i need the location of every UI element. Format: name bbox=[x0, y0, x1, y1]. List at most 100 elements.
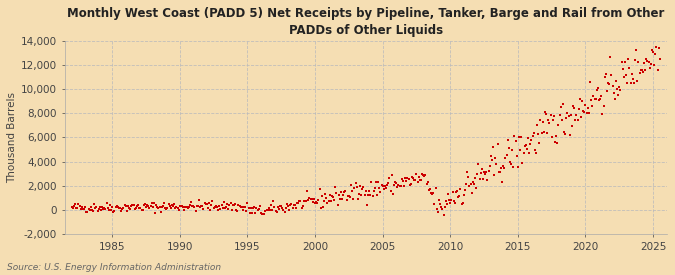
Point bbox=[145, 204, 156, 208]
Point bbox=[310, 201, 321, 205]
Point bbox=[133, 202, 144, 207]
Point bbox=[537, 120, 548, 125]
Point bbox=[317, 204, 328, 209]
Point bbox=[612, 87, 622, 91]
Point bbox=[458, 193, 469, 198]
Point bbox=[649, 63, 659, 68]
Point bbox=[227, 203, 238, 208]
Point bbox=[103, 205, 113, 210]
Point bbox=[153, 205, 164, 210]
Point bbox=[113, 205, 124, 209]
Point bbox=[327, 195, 338, 199]
Point bbox=[342, 193, 353, 198]
Point bbox=[92, 209, 103, 213]
Point bbox=[545, 113, 556, 117]
Point bbox=[157, 205, 167, 210]
Point bbox=[88, 209, 99, 213]
Point bbox=[157, 204, 168, 208]
Point bbox=[300, 199, 311, 203]
Point bbox=[516, 134, 526, 139]
Point bbox=[241, 208, 252, 213]
Point bbox=[534, 141, 545, 145]
Point bbox=[110, 205, 121, 209]
Point bbox=[603, 80, 614, 85]
Point bbox=[551, 133, 562, 138]
Point bbox=[371, 180, 381, 184]
Point bbox=[267, 208, 277, 213]
Point bbox=[323, 199, 334, 204]
Point bbox=[72, 206, 82, 211]
Point bbox=[392, 185, 403, 189]
Point bbox=[192, 204, 203, 208]
Point bbox=[263, 207, 273, 212]
Point bbox=[351, 185, 362, 190]
Point bbox=[341, 197, 352, 202]
Point bbox=[216, 203, 227, 207]
Point bbox=[480, 171, 491, 176]
Point bbox=[400, 176, 410, 180]
Point bbox=[601, 89, 612, 94]
Point bbox=[134, 206, 144, 210]
Point bbox=[76, 204, 87, 209]
Point bbox=[591, 88, 602, 92]
Point bbox=[376, 183, 387, 187]
Point bbox=[74, 204, 85, 208]
Point bbox=[265, 208, 275, 212]
Point bbox=[362, 192, 373, 197]
Point bbox=[154, 204, 165, 209]
Point bbox=[541, 112, 551, 117]
Point bbox=[124, 206, 134, 210]
Point bbox=[260, 209, 271, 213]
Point bbox=[217, 206, 228, 210]
Point bbox=[242, 201, 253, 205]
Point bbox=[533, 131, 543, 136]
Point bbox=[312, 200, 323, 205]
Point bbox=[418, 172, 429, 177]
Point bbox=[367, 193, 378, 198]
Point bbox=[481, 170, 491, 174]
Point bbox=[502, 138, 513, 142]
Point bbox=[369, 189, 379, 193]
Point bbox=[404, 183, 415, 187]
Point bbox=[162, 206, 173, 210]
Point bbox=[251, 206, 262, 210]
Point bbox=[543, 118, 554, 123]
Point bbox=[68, 206, 78, 210]
Point bbox=[435, 202, 446, 206]
Point bbox=[244, 211, 255, 215]
Point bbox=[123, 204, 134, 209]
Point bbox=[86, 208, 97, 212]
Point bbox=[431, 207, 442, 211]
Point bbox=[130, 207, 140, 211]
Point bbox=[445, 201, 456, 205]
Point bbox=[194, 198, 205, 202]
Point bbox=[373, 180, 383, 185]
Point bbox=[379, 184, 390, 188]
Point bbox=[352, 197, 363, 201]
Point bbox=[616, 60, 627, 65]
Point bbox=[313, 197, 324, 202]
Point bbox=[254, 204, 265, 208]
Point bbox=[178, 205, 188, 209]
Point bbox=[515, 148, 526, 153]
Point bbox=[346, 183, 356, 188]
Point bbox=[645, 62, 656, 66]
Point bbox=[514, 135, 524, 139]
Point bbox=[642, 59, 653, 64]
Point bbox=[332, 203, 343, 208]
Point bbox=[331, 191, 342, 196]
Point bbox=[321, 196, 331, 200]
Point bbox=[638, 70, 649, 75]
Point bbox=[97, 205, 107, 209]
Point bbox=[651, 45, 662, 50]
Point bbox=[484, 164, 495, 168]
Point bbox=[225, 200, 236, 205]
Point bbox=[396, 177, 407, 181]
Point bbox=[593, 86, 603, 90]
Point bbox=[137, 208, 148, 212]
Point bbox=[595, 97, 605, 101]
Point bbox=[401, 178, 412, 183]
Point bbox=[224, 203, 235, 208]
Point bbox=[221, 205, 232, 209]
Point bbox=[84, 208, 95, 212]
